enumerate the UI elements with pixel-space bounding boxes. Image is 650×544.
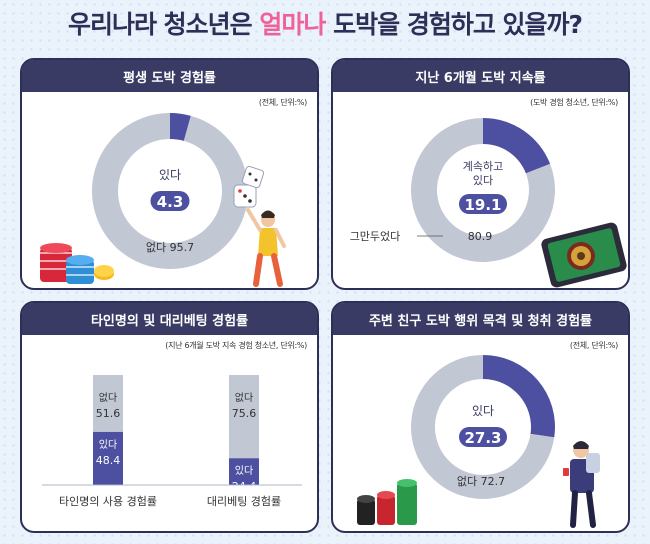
casino-chips-illustration <box>40 243 114 284</box>
category-label: 대리베팅 경험률 <box>207 495 281 508</box>
bar-yes <box>93 431 123 485</box>
smartphone-roulette-illustration <box>541 222 627 288</box>
donut-group <box>411 355 555 499</box>
bar-series-label: 없다 <box>99 391 117 404</box>
slice-value: 19.1 <box>464 196 501 214</box>
slice-value-text: 80.9 <box>468 230 493 243</box>
bar-yes <box>229 458 259 485</box>
slice-label: 그만두었다 <box>350 230 401 243</box>
bar-value-label: 24.4 <box>232 480 257 493</box>
slice-label-line1: 계속하고 <box>463 159 503 173</box>
donut-slice-1 <box>411 118 555 262</box>
slice-value-pill <box>459 427 507 447</box>
donut-group <box>411 118 555 262</box>
panel-title: 평생 도박 경험률 <box>22 60 317 92</box>
panel-friend-gambling-witness: 주변 친구 도박 행위 목격 및 청취 경험률 (전체, 단위:%) 있다 27.… <box>331 301 630 533</box>
slice-label: 있다 <box>159 168 181 182</box>
bar-value-label: 48.4 <box>96 454 121 467</box>
donut-chart-witness: 있다 27.3 없다 72.7 <box>357 355 600 528</box>
donut-slice-0 <box>483 118 551 174</box>
donut-slice-1 <box>411 355 555 499</box>
panel-note: (지난 6개월 도박 지속 경험 청소년, 단위:%) <box>165 341 307 350</box>
bar-no <box>93 375 123 432</box>
slice-value-pill <box>459 194 507 214</box>
slice-value: 4.3 <box>157 193 184 211</box>
donut-group <box>91 113 249 269</box>
slice-label: 있다 <box>472 404 494 418</box>
category-label: 타인명의 사용 경험률 <box>59 495 157 508</box>
title-highlight: 얼마나 <box>259 10 326 39</box>
panel-title: 타인명의 및 대리베팅 경험률 <box>22 303 317 335</box>
bar-series-label: 있다 <box>99 439 117 451</box>
donut-slice-0 <box>483 355 555 438</box>
casino-chips-illustration <box>357 479 417 525</box>
panel-note: (도박 경험 청소년, 단위:%) <box>530 98 618 107</box>
slice-value: 27.3 <box>464 429 501 447</box>
panel-proxy-betting: 타인명의 및 대리베팅 경험률 (지난 6개월 도박 지속 경험 청소년, 단위… <box>20 301 319 533</box>
panel-title: 지난 6개월 도박 지속률 <box>333 60 628 92</box>
donut-chart-lifetime: 있다 4.3 없다 95.7 <box>40 113 286 287</box>
panel-note: (전체, 단위:%) <box>258 98 307 107</box>
slice-value-pill <box>150 191 190 211</box>
stacked-bar-chart: 없다 51.6 있다 48.4 타인명의 사용 경험률 없다 75.6 있다 24.4 대리베팅 … <box>42 375 302 508</box>
person-illustration <box>246 208 286 287</box>
panel-lifetime-gambling: 평생 도박 경험률 (전체, 단위:%) <box>20 58 319 290</box>
bar-value-label: 51.6 <box>96 407 121 420</box>
bar-series-label: 없다 <box>235 391 253 404</box>
bar-value-label: 75.6 <box>232 407 257 420</box>
donut-slice-1 <box>91 113 249 269</box>
title-post: 도박을 경험하고 있을까? <box>325 10 583 39</box>
slice-label-value: 없다 72.7 <box>457 475 505 488</box>
dice-illustration <box>233 165 265 208</box>
panel-six-month-continuation: 지난 6개월 도박 지속률 (도박 경험 청소년, 단위:%) 계속하고 있다 19… <box>331 58 630 290</box>
person-with-phone-illustration <box>563 441 600 528</box>
bar-no <box>229 375 259 459</box>
panel-note: (전체, 단위:%) <box>569 341 618 350</box>
title-pre: 우리나라 청소년은 <box>67 10 260 39</box>
page-title: 우리나라 청소년은 얼마나 도박을 경험하고 있을까? <box>0 5 650 39</box>
bar-series-label: 있다 <box>235 465 253 477</box>
donut-slice-0 <box>170 113 191 141</box>
slice-label-line2: 있다 <box>473 174 493 187</box>
panel-title: 주변 친구 도박 행위 목격 및 청취 경험률 <box>333 303 628 335</box>
slice-label-value: 없다 95.7 <box>146 241 194 254</box>
